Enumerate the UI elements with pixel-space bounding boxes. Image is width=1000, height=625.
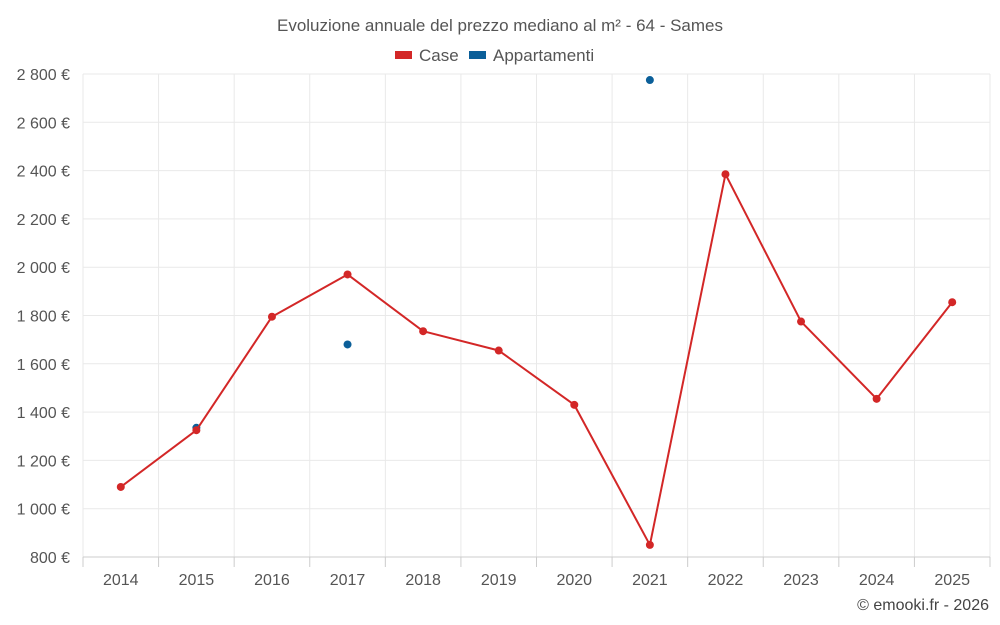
y-tick-label: 2 400 € (17, 164, 70, 181)
y-tick-label: 2 800 € (17, 67, 70, 84)
data-point-case-2020[interactable] (570, 400, 579, 409)
data-point-case-2025[interactable] (948, 298, 957, 307)
y-tick-label: 2 600 € (17, 115, 70, 132)
data-point-case-2016[interactable] (267, 312, 276, 321)
x-tick-label: 2016 (254, 572, 290, 589)
legend-label-appartamenti: Appartamenti (493, 46, 594, 65)
data-point-appartamenti-2017[interactable] (343, 340, 352, 349)
series-line-case (120, 173, 953, 546)
data-point-case-2023[interactable] (797, 317, 806, 326)
x-tick-label: 2017 (330, 572, 366, 589)
chart-title: Evoluzione annuale del prezzo mediano al… (277, 16, 723, 35)
series-appartamenti (192, 76, 654, 432)
grid (82, 73, 991, 557)
y-tick-label: 2 000 € (17, 260, 70, 277)
x-tick-label: 2019 (481, 572, 517, 589)
x-tick-label: 2015 (179, 572, 215, 589)
y-tick-label: 2 200 € (17, 212, 70, 229)
credit-text: © emooki.fr - 2026 (857, 597, 989, 614)
y-tick-label: 1 800 € (17, 309, 70, 326)
legend-swatch-case (395, 51, 412, 59)
data-point-case-2014[interactable] (116, 482, 125, 491)
legend: Case Appartamenti (395, 46, 594, 65)
y-tick-label: 1 600 € (17, 357, 70, 374)
data-point-case-2018[interactable] (419, 327, 428, 336)
legend-label-case: Case (419, 46, 459, 65)
data-point-case-2019[interactable] (494, 346, 503, 355)
x-tick-label: 2021 (632, 572, 668, 589)
y-tick-label: 1 200 € (17, 453, 70, 470)
legend-item-case[interactable]: Case (395, 46, 459, 65)
y-tick-label: 1 000 € (17, 502, 70, 519)
x-tick-label: 2020 (556, 572, 592, 589)
y-axis-ticks: 800 € 1 000 € 1 200 € 1 400 € 1 600 € 1 800 €… (17, 67, 70, 567)
x-tick-label: 2023 (783, 572, 819, 589)
data-point-case-2021[interactable] (645, 540, 654, 549)
x-tick-label: 2025 (934, 572, 970, 589)
data-point-case-2024[interactable] (872, 394, 881, 403)
data-point-case-2022[interactable] (721, 170, 730, 179)
x-axis-ticks: 2014 2015 2016 2017 2018 2019 2020 2021 2022 2023… (103, 572, 970, 589)
legend-item-appartamenti[interactable]: Appartamenti (469, 46, 594, 65)
y-tick-label: 1 400 € (17, 405, 70, 422)
x-tick-label: 2014 (103, 572, 139, 589)
legend-swatch-appartamenti (469, 51, 486, 59)
series (116, 76, 957, 549)
x-tick-label: 2022 (708, 572, 744, 589)
x-tick-label: 2024 (859, 572, 895, 589)
data-point-case-2015[interactable] (192, 426, 201, 435)
axes (82, 556, 991, 567)
data-point-appartamenti-2021[interactable] (645, 76, 654, 85)
data-point-case-2017[interactable] (343, 270, 352, 279)
series-case (116, 170, 957, 549)
y-tick-label: 800 € (30, 550, 70, 567)
x-tick-label: 2018 (405, 572, 441, 589)
